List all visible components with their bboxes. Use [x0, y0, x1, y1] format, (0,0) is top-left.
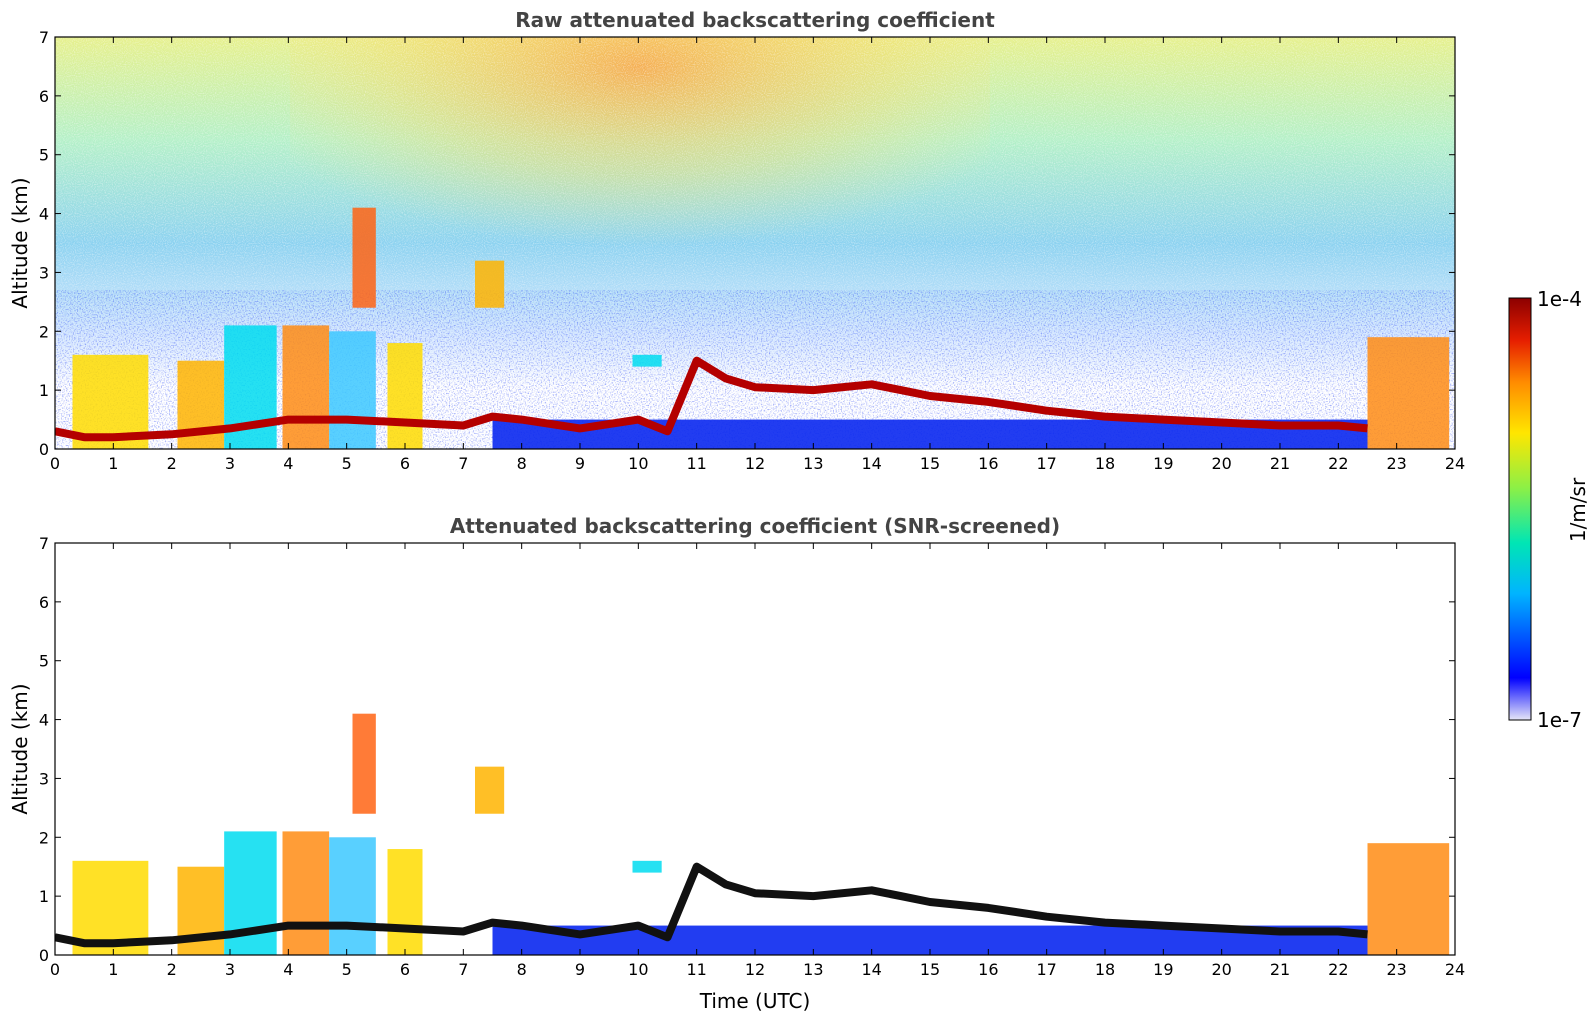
x-tick-label: 12 — [745, 960, 765, 979]
cloud-patch — [352, 207, 376, 308]
colorbar: 1e-4 1e-7 1/m/sr — [1508, 287, 1590, 732]
screened-panel-title: Attenuated backscattering coefficient (S… — [450, 514, 1060, 538]
x-tick-label: 6 — [400, 454, 410, 473]
y-tick-label: 2 — [39, 828, 49, 847]
y-tick-label: 5 — [39, 652, 49, 671]
x-tick-label: 10 — [628, 454, 648, 473]
raw-backscatter-panel: Raw attenuated backscattering coefficien… — [8, 8, 1465, 473]
cloud-patch — [352, 713, 376, 814]
colorbar-max-label: 1e-4 — [1537, 287, 1582, 311]
x-tick-label: 14 — [861, 960, 881, 979]
y-tick-label: 6 — [39, 87, 49, 106]
y-tick-label: 0 — [39, 440, 49, 459]
x-tick-label: 5 — [342, 454, 352, 473]
screened-y-axis-label: Altitude (km) — [8, 683, 32, 814]
x-tick-label: 4 — [283, 454, 293, 473]
x-tick-label: 17 — [1036, 960, 1056, 979]
x-tick-label: 9 — [575, 454, 585, 473]
x-tick-label: 22 — [1328, 960, 1348, 979]
x-tick-label: 4 — [283, 960, 293, 979]
x-tick-label: 8 — [517, 454, 527, 473]
raw-panel-title: Raw attenuated backscattering coefficien… — [515, 8, 995, 32]
cloud-patch — [632, 354, 662, 367]
x-tick-label: 3 — [225, 454, 235, 473]
x-tick-label: 17 — [1036, 454, 1056, 473]
y-tick-label: 5 — [39, 146, 49, 165]
y-tick-label: 1 — [39, 887, 49, 906]
x-tick-label: 21 — [1270, 960, 1290, 979]
cloud-patch — [387, 343, 423, 449]
x-tick-label: 7 — [458, 454, 468, 473]
y-tick-label: 3 — [39, 263, 49, 282]
x-tick-label: 0 — [50, 960, 60, 979]
cloud-patch — [632, 860, 662, 873]
x-tick-label: 16 — [978, 454, 998, 473]
boundary-layer-top-line — [55, 356, 1368, 442]
x-tick-label: 7 — [458, 960, 468, 979]
y-tick-label: 1 — [39, 381, 49, 400]
x-tick-label: 19 — [1153, 454, 1173, 473]
x-tick-label: 21 — [1270, 454, 1290, 473]
raw-heatmap-image — [55, 37, 1455, 449]
x-tick-label: 14 — [861, 454, 881, 473]
x-tick-label: 5 — [342, 960, 352, 979]
x-tick-label: 19 — [1153, 960, 1173, 979]
x-tick-label: 11 — [686, 454, 706, 473]
y-tick-label: 7 — [39, 28, 49, 47]
y-tick-label: 0 — [39, 946, 49, 965]
cloud-patch — [329, 331, 376, 449]
screened-backscatter-panel: Attenuated backscattering coefficient (S… — [8, 514, 1465, 1013]
colorbar-units-label: 1/m/sr — [1566, 477, 1590, 542]
x-axis-label: Time (UTC) — [699, 989, 811, 1013]
cloud-patch — [1367, 337, 1450, 449]
x-tick-label: 24 — [1445, 960, 1465, 979]
colorbar-min-label: 1e-7 — [1537, 708, 1582, 732]
cloud-patch — [1367, 843, 1450, 955]
x-tick-label: 2 — [167, 960, 177, 979]
x-tick-label: 1 — [108, 960, 118, 979]
x-tick-label: 10 — [628, 960, 648, 979]
x-tick-label: 6 — [400, 960, 410, 979]
x-tick-label: 3 — [225, 960, 235, 979]
x-tick-label: 8 — [517, 960, 527, 979]
screened-heatmap-image — [55, 543, 1455, 955]
x-tick-label: 15 — [920, 454, 940, 473]
cloud-patch — [329, 837, 376, 955]
cloud-patch — [475, 766, 505, 814]
y-tick-label: 3 — [39, 769, 49, 788]
y-tick-label: 2 — [39, 322, 49, 341]
x-tick-label: 20 — [1211, 960, 1231, 979]
x-tick-label: 2 — [167, 454, 177, 473]
x-tick-label: 9 — [575, 960, 585, 979]
x-tick-label: 13 — [803, 960, 823, 979]
cloud-patch — [475, 260, 505, 308]
x-tick-label: 23 — [1386, 960, 1406, 979]
x-tick-label: 11 — [686, 960, 706, 979]
boundary-layer-top-line — [55, 862, 1368, 948]
x-tick-label: 18 — [1095, 960, 1115, 979]
raw-y-axis-label: Altitude (km) — [8, 177, 32, 308]
x-tick-label: 16 — [978, 960, 998, 979]
x-tick-label: 15 — [920, 960, 940, 979]
x-tick-label: 20 — [1211, 454, 1231, 473]
x-tick-label: 12 — [745, 454, 765, 473]
cloud-patch — [387, 849, 423, 955]
cloud-patch — [282, 325, 330, 449]
y-tick-label: 6 — [39, 593, 49, 612]
x-tick-label: 24 — [1445, 454, 1465, 473]
y-tick-label: 7 — [39, 534, 49, 553]
x-tick-label: 23 — [1386, 454, 1406, 473]
x-tick-label: 18 — [1095, 454, 1115, 473]
colorbar-gradient — [1508, 297, 1532, 721]
y-tick-label: 4 — [39, 205, 49, 224]
x-tick-label: 1 — [108, 454, 118, 473]
x-tick-label: 22 — [1328, 454, 1348, 473]
y-tick-label: 4 — [39, 711, 49, 730]
x-tick-label: 13 — [803, 454, 823, 473]
x-tick-label: 0 — [50, 454, 60, 473]
cloud-patch — [282, 831, 330, 955]
